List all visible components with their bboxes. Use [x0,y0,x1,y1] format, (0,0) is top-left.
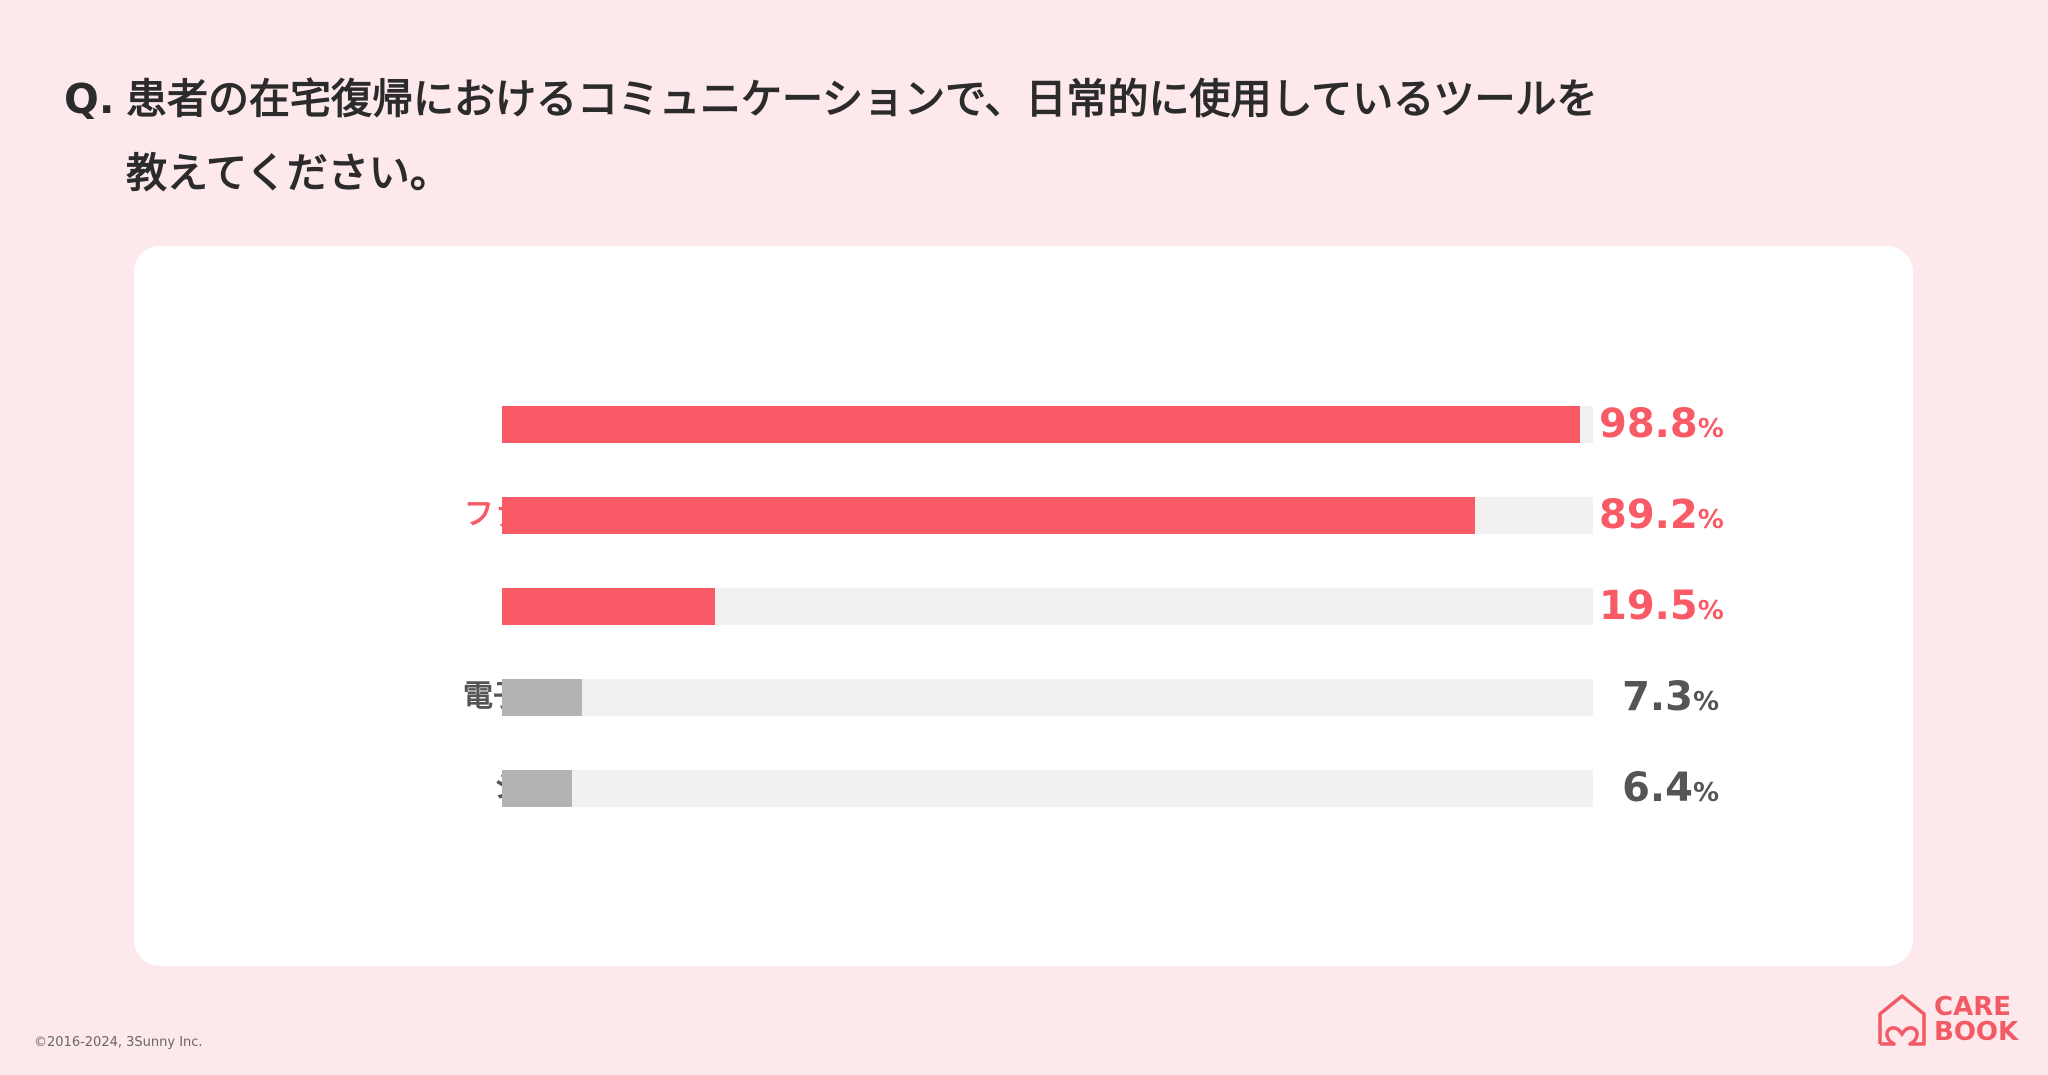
carebook-logo: CARE BOOK [1876,992,2018,1048]
value-unit: % [1697,414,1724,444]
value-number: 7.3 [1622,674,1693,720]
question-line-2: 教えてください。 [126,149,451,197]
value-unit: % [1692,687,1719,717]
value-label: 7.3% [1599,673,1719,726]
bar-track [502,406,1593,443]
value-unit: % [1692,778,1719,808]
value-label: 89.2% [1599,491,1724,544]
bar [502,497,1476,534]
value-unit: % [1697,596,1724,626]
bar-row: 電子メール7.3% [134,674,1913,720]
question-title: Q. 患者の在宅復帰におけるコミュニケーションで、日常的に使用しているツールを 教… [64,62,1598,210]
bar-track [502,770,1593,807]
value-number: 89.2 [1599,492,1698,538]
bar-track [502,497,1593,534]
logo-text-book: BOOK [1934,1017,2019,1047]
value-label: 98.8% [1599,400,1724,453]
bar-row: システム6.4% [134,765,1913,811]
bar [502,406,1580,443]
value-number: 19.5 [1599,583,1698,629]
value-label: 6.4% [1599,764,1719,817]
value-unit: % [1697,505,1724,535]
copyright: ©2016-2024, 3Sunny Inc. [34,1035,203,1050]
value-number: 6.4 [1622,765,1693,811]
value-number: 98.8 [1599,401,1698,447]
bar-row: 電話98.8% [134,401,1913,447]
question-prefix: Q. [64,75,115,123]
bar [502,679,582,716]
chart-card: 電話98.8% ファックス89.2% 郵便19.5% 電子メール7.3% システム6.4… [134,246,1913,966]
bar-track [502,588,1593,625]
bar-row: ファックス89.2% [134,492,1913,538]
bar [502,588,715,625]
value-label: 19.5% [1599,582,1724,635]
bar [502,770,572,807]
logo-text-care: CARE [1934,992,2011,1022]
bar-row: 郵便19.5% [134,583,1913,629]
question-line-1: 患者の在宅復帰におけるコミュニケーションで、日常的に使用しているツールを [126,75,1598,123]
house-heart-icon [1878,994,1926,1046]
bar-track [502,679,1593,716]
